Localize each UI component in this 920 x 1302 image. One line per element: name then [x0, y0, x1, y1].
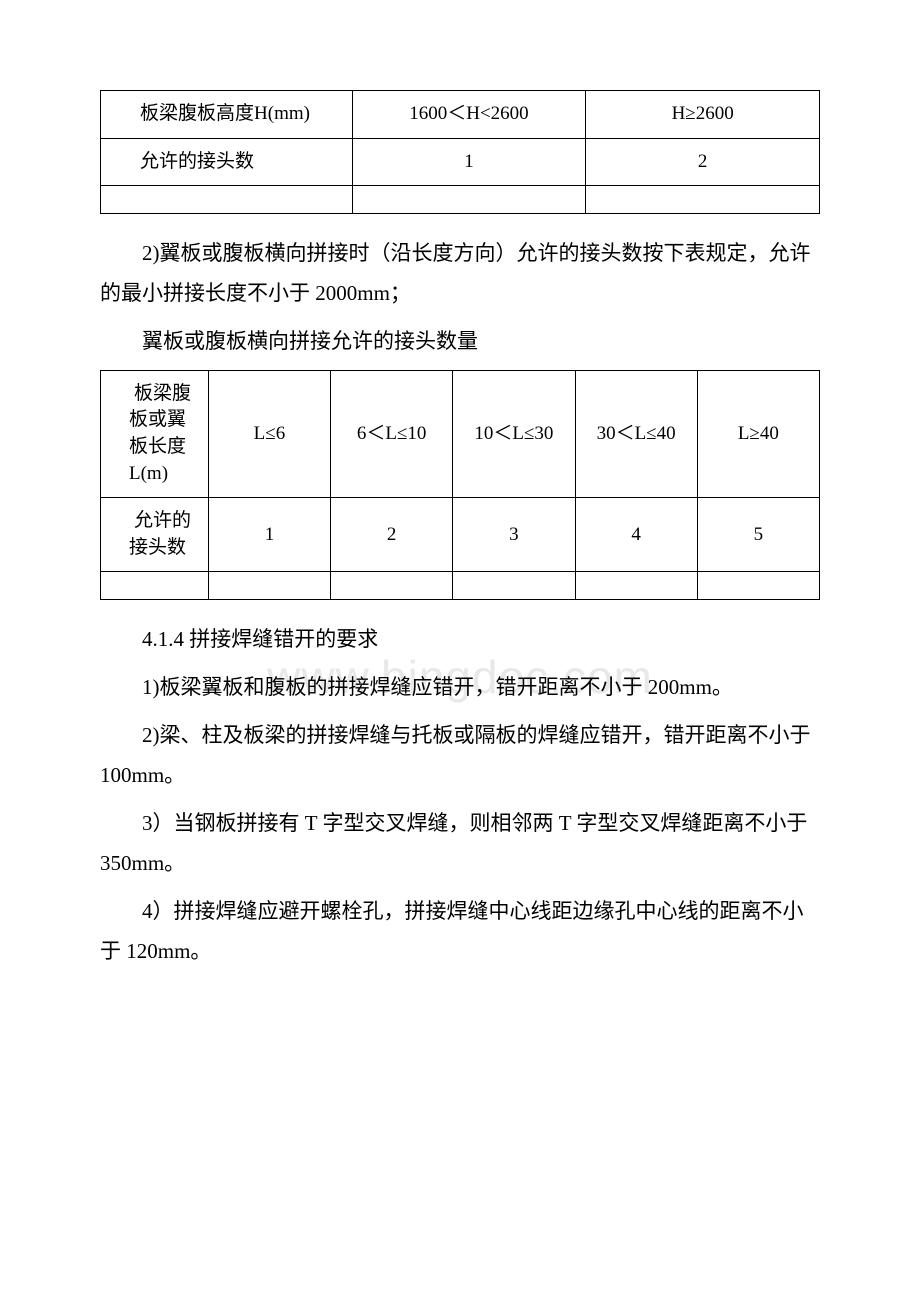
paragraph-section-header: 4.1.4 拼接焊缝错开的要求 — [100, 620, 820, 660]
table-cell: 1 — [352, 138, 586, 186]
table-cell: 2 — [586, 138, 820, 186]
paragraph-rule-4: 4）拼接焊缝应避开螺栓孔，拼接焊缝中心线距边缘孔中心线的距离不小于 120mm。 — [100, 892, 820, 972]
paragraph-rule-1: 1)板梁翼板和腹板的拼接焊缝应错开，错开距离不小于 200mm。 — [100, 668, 820, 708]
paragraph-rule-2: 2)梁、柱及板梁的拼接焊缝与托板或隔板的焊缝应错开，错开距离不小于 100mm。 — [100, 716, 820, 796]
table-row: 允许的接头数 1 2 3 4 5 — [101, 498, 820, 572]
table-web-height-joints: 板梁腹板高度H(mm) 1600＜H<2600 H≥2600 允许的接头数 1 … — [100, 90, 820, 214]
table-cell: 5 — [697, 498, 819, 572]
table-header-cell: H≥2600 — [586, 91, 820, 139]
paragraph-splice-rule: 2)翼板或腹板横向拼接时（沿长度方向）允许的接头数按下表规定，允许的最小拼接长度… — [100, 234, 820, 314]
table-row — [101, 186, 820, 214]
table-row: 允许的接头数 1 2 — [101, 138, 820, 186]
document-content: 板梁腹板高度H(mm) 1600＜H<2600 H≥2600 允许的接头数 1 … — [100, 90, 820, 972]
table-header-cell: L≥40 — [697, 370, 819, 497]
table-cell: 4 — [575, 498, 697, 572]
table-cell: 允许的接头数 — [101, 498, 209, 572]
table-cell: 允许的接头数 — [101, 138, 353, 186]
table-cell — [352, 186, 586, 214]
table-row — [101, 572, 820, 600]
table-header-cell: 板梁腹板高度H(mm) — [101, 91, 353, 139]
table-cell: 1 — [208, 498, 330, 572]
table-cell: 3 — [453, 498, 575, 572]
paragraph-rule-3: 3）当钢板拼接有 T 字型交叉焊缝，则相邻两 T 字型交叉焊缝距离不小于 350… — [100, 804, 820, 884]
table-cell — [331, 572, 453, 600]
table-header-cell: L≤6 — [208, 370, 330, 497]
table-length-joints: 板梁腹板或翼板长度L(m) L≤6 6＜L≤10 10＜L≤30 30＜L≤40… — [100, 370, 820, 601]
table-cell — [101, 572, 209, 600]
table-header-cell: 30＜L≤40 — [575, 370, 697, 497]
table-cell — [208, 572, 330, 600]
table-header-cell: 10＜L≤30 — [453, 370, 575, 497]
table-cell — [575, 572, 697, 600]
table-cell — [697, 572, 819, 600]
table-cell: 2 — [331, 498, 453, 572]
table-caption: 翼板或腹板横向拼接允许的接头数量 — [100, 322, 820, 362]
table-header-cell: 1600＜H<2600 — [352, 91, 586, 139]
table-row: 板梁腹板高度H(mm) 1600＜H<2600 H≥2600 — [101, 91, 820, 139]
table-cell — [586, 186, 820, 214]
table-cell — [101, 186, 353, 214]
table-header-cell: 6＜L≤10 — [331, 370, 453, 497]
table-cell — [453, 572, 575, 600]
table-header-cell: 板梁腹板或翼板长度L(m) — [101, 370, 209, 497]
table-row: 板梁腹板或翼板长度L(m) L≤6 6＜L≤10 10＜L≤30 30＜L≤40… — [101, 370, 820, 497]
